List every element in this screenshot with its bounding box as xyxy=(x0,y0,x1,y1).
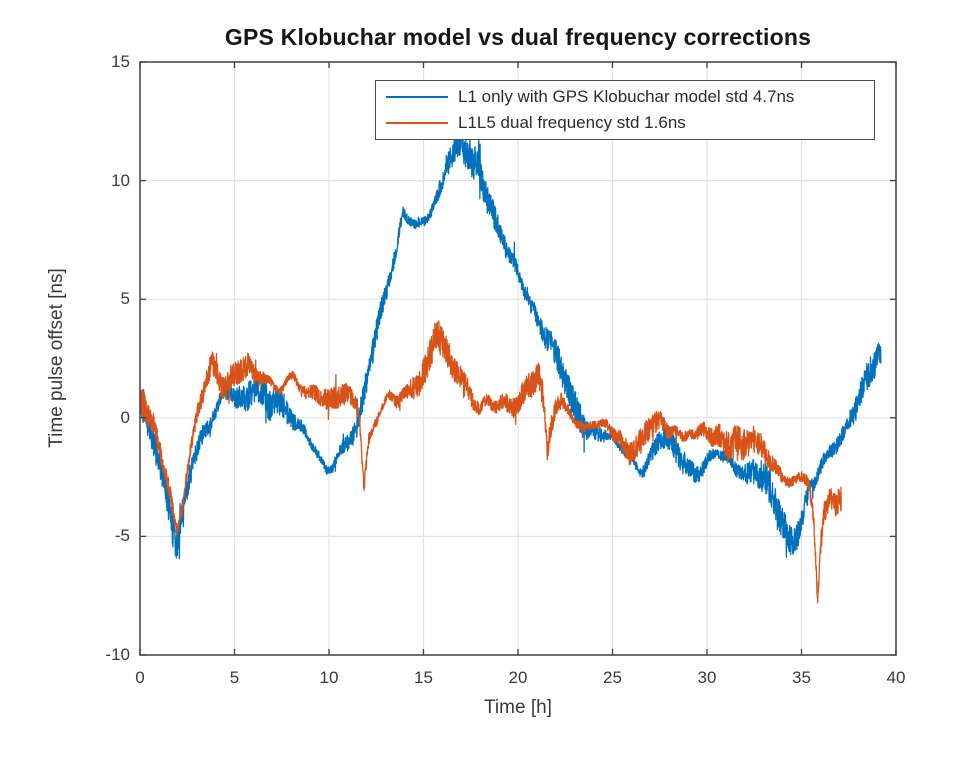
legend: L1 only with GPS Klobuchar model std 4.7… xyxy=(375,80,875,140)
x-tick-label-10: 10 xyxy=(319,668,339,687)
x-tick-label-35: 35 xyxy=(792,668,811,687)
legend-item-l1l5-dual: L1L5 dual frequency std 1.6ns xyxy=(386,110,874,136)
y-tick-label-5: 5 xyxy=(120,289,130,309)
y-tick-label--10: -10 xyxy=(105,645,130,664)
x-tick-label-20: 20 xyxy=(508,668,528,687)
x-tick-label-40: 40 xyxy=(886,668,906,687)
legend-item-l1-klobuchar: L1 only with GPS Klobuchar model std 4.7… xyxy=(386,84,874,110)
x-tick-label-25: 25 xyxy=(603,668,622,687)
legend-line-sample-l1-klobuchar xyxy=(386,96,448,98)
x-tick-label-0: 0 xyxy=(135,668,145,687)
y-tick-label-10: 10 xyxy=(111,170,130,190)
x-tick-label-5: 5 xyxy=(229,668,240,687)
x-tick-label-30: 30 xyxy=(697,668,717,687)
y-tick-label--5: -5 xyxy=(114,526,130,546)
y-tick-label-0: 0 xyxy=(120,407,130,427)
legend-line-sample-l1l5-dual xyxy=(386,122,448,124)
x-tick-label-15: 15 xyxy=(414,668,433,687)
legend-label-l1l5-dual: L1L5 dual frequency std 1.6ns xyxy=(458,113,686,132)
chart-title: GPS Klobuchar model vs dual frequency co… xyxy=(224,24,812,50)
x-axis-label: Time [h] xyxy=(484,697,552,718)
y-tick-label-15: 15 xyxy=(111,52,130,71)
legend-label-l1-klobuchar: L1 only with GPS Klobuchar model std 4.7… xyxy=(458,87,795,106)
